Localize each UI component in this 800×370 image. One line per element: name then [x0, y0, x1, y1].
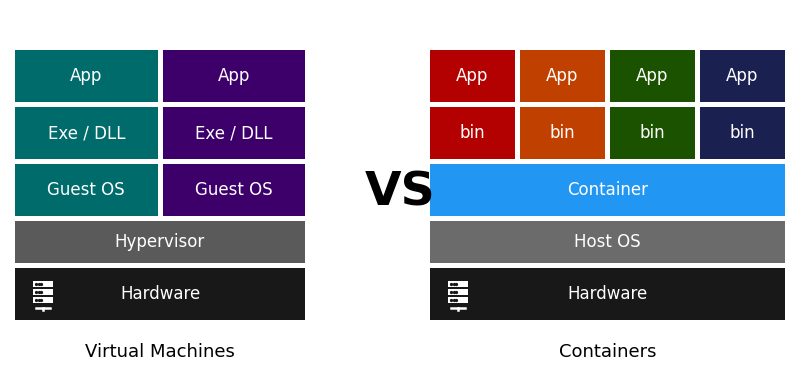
Bar	[430, 164, 785, 216]
Bar	[700, 107, 785, 159]
Bar	[15, 50, 158, 102]
Text: bin: bin	[640, 124, 666, 142]
Text: Guest OS: Guest OS	[47, 181, 125, 199]
Bar	[33, 297, 53, 303]
Bar	[162, 107, 305, 159]
Text: Hardware: Hardware	[120, 285, 200, 303]
Text: bin: bin	[550, 124, 575, 142]
Text: bin: bin	[460, 124, 486, 142]
Bar	[448, 281, 468, 287]
Text: Virtual Machines: Virtual Machines	[85, 343, 235, 361]
Bar	[162, 164, 305, 216]
Bar	[448, 289, 468, 295]
Bar	[15, 268, 305, 320]
Bar	[15, 164, 158, 216]
Bar	[33, 289, 53, 295]
Bar	[15, 107, 158, 159]
Bar	[430, 50, 515, 102]
Text: App: App	[218, 67, 250, 85]
Text: Exe / DLL: Exe / DLL	[47, 124, 125, 142]
Bar	[610, 50, 695, 102]
Text: App: App	[70, 67, 102, 85]
Bar	[430, 107, 515, 159]
Text: App: App	[456, 67, 489, 85]
Text: Exe / DLL: Exe / DLL	[195, 124, 273, 142]
Text: Containers: Containers	[558, 343, 656, 361]
Text: Hardware: Hardware	[567, 285, 648, 303]
Bar	[162, 50, 305, 102]
Bar	[520, 50, 605, 102]
Text: Host OS: Host OS	[574, 233, 641, 251]
Bar	[430, 221, 785, 263]
Text: App: App	[636, 67, 669, 85]
Text: bin: bin	[730, 124, 755, 142]
Bar	[700, 50, 785, 102]
Bar	[430, 268, 785, 320]
Bar	[33, 281, 53, 287]
Text: Hypervisor: Hypervisor	[115, 233, 205, 251]
Bar	[448, 297, 468, 303]
Text: Container: Container	[567, 181, 648, 199]
Bar	[15, 221, 305, 263]
Text: VS: VS	[365, 170, 435, 215]
Bar	[520, 107, 605, 159]
Text: App: App	[726, 67, 758, 85]
Text: App: App	[546, 67, 578, 85]
Bar	[610, 107, 695, 159]
Text: Guest OS: Guest OS	[195, 181, 273, 199]
